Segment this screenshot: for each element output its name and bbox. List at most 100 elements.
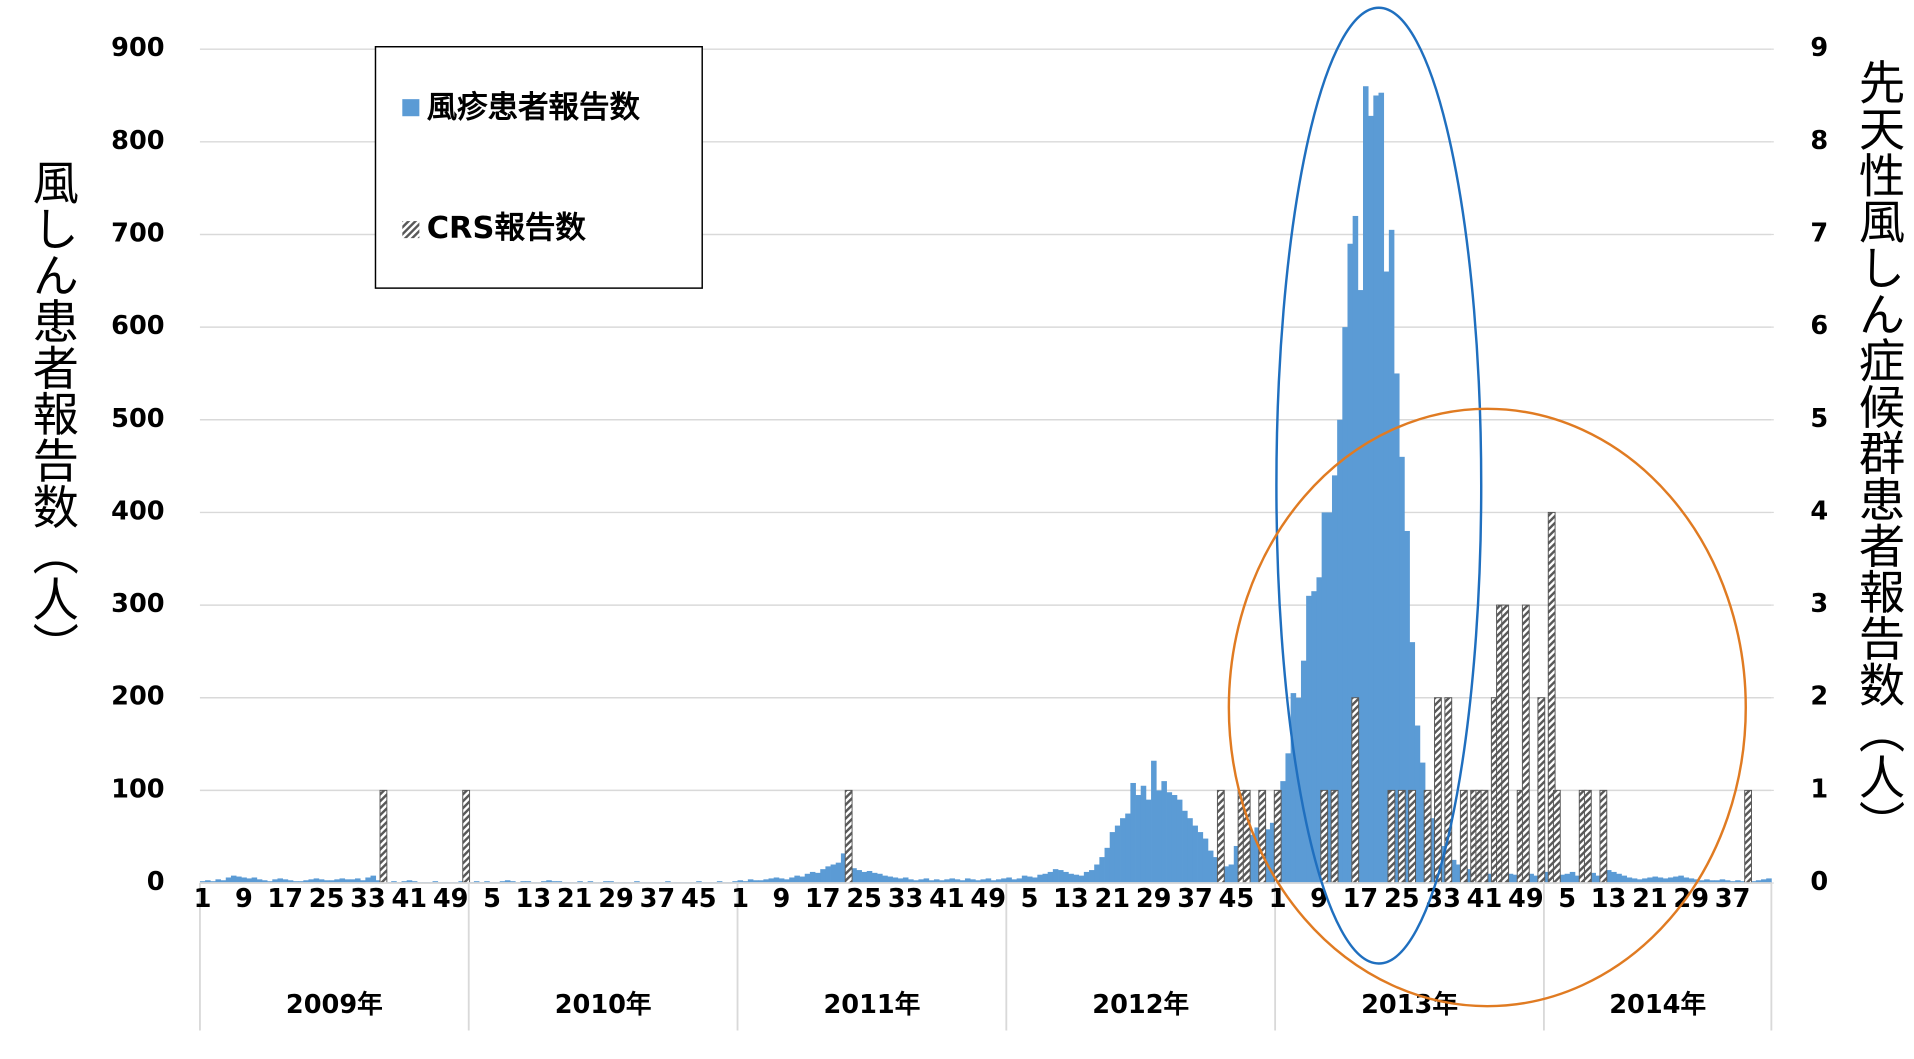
rubella-bar [236,876,242,884]
rubella-bar [473,881,480,884]
rubella-bar [432,881,439,884]
rubella-bar [809,871,816,884]
rubella-bar [1616,873,1622,884]
rubella-bar [820,869,826,884]
y-tick-label: 100 [111,774,164,804]
rubella-bar [1430,818,1436,884]
crs-bar [462,789,471,884]
rubella-bar [1564,873,1571,884]
rubella-bar [267,881,273,884]
rubella-bar [256,879,263,884]
rubella-bar [939,880,945,884]
rubella-bar [1450,859,1457,884]
rubella-bar [520,881,526,884]
rubella-bar [1543,871,1550,884]
rubella-bar [215,879,221,884]
rubella-bar [1151,760,1157,884]
rubella-bar [897,878,904,884]
rubella-bar [1099,857,1105,884]
rubella-bar [815,872,821,884]
rubella-bar [205,880,211,884]
y-tick-label: 600 [111,311,164,341]
y-tick-label: 700 [111,218,164,248]
rubella-bar [339,878,346,884]
rubella-bar [1047,871,1054,884]
rubella-bar [840,853,847,884]
rubella-bar [1709,880,1715,884]
rubella-bar [360,880,366,884]
rubella-bar [856,870,862,884]
rubella-bar [964,878,971,884]
rubella-bar [665,881,671,884]
rubella-bar [1409,642,1416,884]
rubella-bar [944,879,950,884]
rubella-bar [1456,864,1462,884]
rubella-bar [1125,813,1131,884]
rubella-bar [1337,419,1343,884]
y2-tick-label: 6 [1810,311,1828,341]
x-tick-label: 17 [1343,884,1379,914]
y2-tick-label: 8 [1810,126,1828,156]
x-tick-label: 37 [1715,884,1751,914]
rubella-bar [1176,799,1183,884]
crs-bar [1320,789,1329,884]
rubella-bar [975,880,981,884]
rubella-bar [1254,827,1260,884]
crs-bar [1242,789,1251,884]
group-label: 2013年 [1361,989,1458,1020]
rubella-bar [1094,864,1100,884]
crs-bar [1387,789,1396,884]
rubella-bar [318,879,325,884]
rubella-bar [199,881,206,884]
y2-tick-label: 1 [1810,774,1828,804]
crs-bar [1444,697,1453,884]
rubella-bar [866,870,873,884]
y2-tick-label: 5 [1810,404,1828,434]
y2-tick-label: 0 [1810,867,1828,897]
rubella-bar [737,880,744,884]
rubella-bar [1512,874,1519,884]
rubella-bar [210,881,216,884]
rubella-bar [1761,879,1767,884]
rubella-bar [370,875,377,884]
crs-bar [1521,604,1530,884]
rubella-bar [1574,875,1581,884]
rubella-bar [308,879,315,884]
group-label: 2009年 [286,989,383,1020]
y-tick-label: 200 [111,682,164,712]
rubella-bar [1166,792,1173,884]
x-tick-label: 1 [1269,884,1287,914]
group-label: 2014年 [1609,989,1706,1020]
rubella-bar [287,880,294,884]
rubella-bar [1740,881,1746,884]
x-tick-label: 33 [888,884,924,914]
rubella-bar [1657,877,1664,884]
crs-bar [1330,789,1339,884]
rubella-bar [825,866,831,884]
y-tick-label: 300 [111,589,164,619]
rubella-bar [225,877,232,884]
rubella-bar [1559,874,1565,884]
rubella-bar [1228,864,1235,884]
rubella-bar [1042,873,1049,884]
y2-tick-label: 7 [1810,218,1828,248]
rubella-bar [1011,879,1018,884]
x-tick-label: 21 [557,884,593,914]
legend-label: CRS報告数 [427,211,587,246]
crs-bar [1537,697,1546,884]
rubella-bar [794,875,800,884]
x-tick-label: 1 [194,884,212,914]
rubella-bar [587,881,594,884]
rubella-bar [241,877,247,884]
x-tick-label: 45 [1219,884,1255,914]
rubella-bar [784,879,790,884]
y-tick-label: 400 [111,496,164,526]
rubella-bar [282,879,289,884]
rubella-bar [1347,243,1354,884]
rubella-bar [1130,782,1136,884]
rubella-bar [1207,850,1214,884]
x-tick-label: 37 [640,884,676,914]
rubella-bar [923,878,930,884]
rubella-bar [1202,838,1209,884]
